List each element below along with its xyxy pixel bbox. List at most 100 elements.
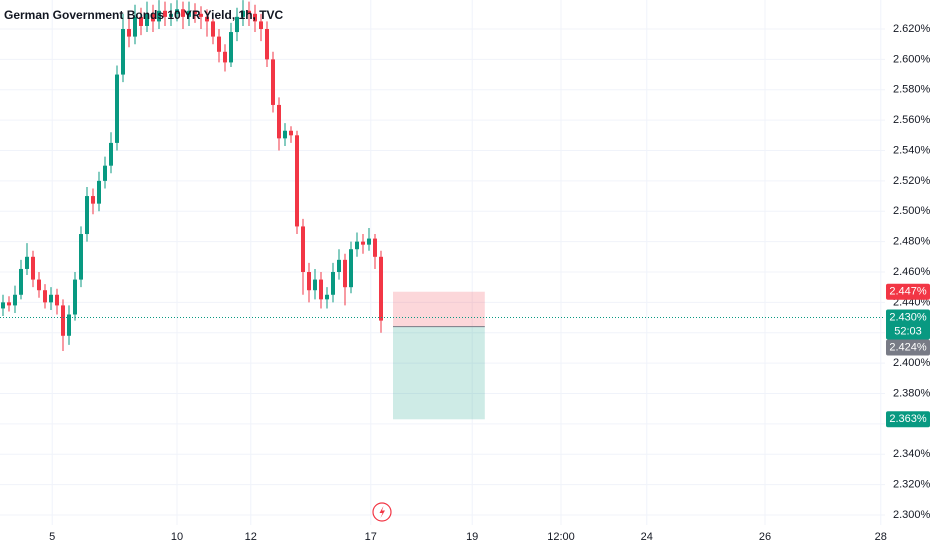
candle-body bbox=[145, 13, 149, 26]
candle-body bbox=[289, 130, 293, 136]
y-tick-label: 2.500% bbox=[893, 205, 931, 217]
x-tick-label: 26 bbox=[759, 531, 771, 543]
candle-body bbox=[19, 268, 23, 295]
candle-body bbox=[133, 16, 137, 37]
candle-body bbox=[223, 51, 227, 63]
candle-body bbox=[361, 241, 365, 245]
candle-body bbox=[169, 13, 173, 17]
target-zone bbox=[393, 326, 485, 420]
x-tick-label: 24 bbox=[641, 531, 653, 543]
candle-body bbox=[295, 135, 299, 227]
y-tick-label: 2.300% bbox=[893, 509, 931, 521]
candle-body bbox=[49, 294, 53, 303]
candle-body bbox=[25, 256, 29, 269]
candle-body bbox=[199, 13, 203, 17]
chart-title: German Government Bonds 10 YR Yield, 1h,… bbox=[4, 8, 284, 22]
candle-body bbox=[241, 10, 245, 17]
price-marker bbox=[886, 339, 930, 356]
candle-body bbox=[79, 234, 83, 280]
y-tick-label: 2.540% bbox=[893, 144, 931, 156]
candle-body bbox=[253, 13, 257, 22]
y-tick-label: 2.480% bbox=[893, 236, 931, 248]
candle-body bbox=[43, 290, 47, 303]
candle-body bbox=[313, 279, 317, 291]
candle-body bbox=[13, 294, 17, 306]
candle-body bbox=[1, 302, 5, 309]
price-marker bbox=[886, 283, 930, 300]
y-tick-label: 2.320% bbox=[893, 479, 931, 491]
price-marker bbox=[886, 309, 930, 340]
candle-body bbox=[139, 16, 143, 26]
axes: 2.300%2.320%2.340%2.360%2.380%2.400%2.42… bbox=[49, 23, 930, 543]
candle-body bbox=[187, 10, 191, 17]
candle-body bbox=[319, 279, 323, 300]
price-marker-label: 2.424% bbox=[889, 341, 927, 353]
y-tick-label: 2.520% bbox=[893, 175, 931, 187]
y-tick-label: 2.560% bbox=[893, 114, 931, 126]
x-tick-label: 12 bbox=[245, 531, 257, 543]
candle-body bbox=[7, 302, 11, 306]
candle-body bbox=[97, 180, 101, 204]
candle-body bbox=[115, 74, 119, 143]
candle-body bbox=[127, 29, 131, 37]
candle-body bbox=[259, 21, 263, 30]
candle-body bbox=[229, 32, 233, 63]
candle-body bbox=[271, 59, 275, 105]
x-tick-label: 10 bbox=[171, 531, 183, 543]
candle-body bbox=[73, 279, 77, 315]
x-tick-label: 12:00 bbox=[547, 531, 575, 543]
y-tick-label: 2.380% bbox=[893, 387, 931, 399]
plot bbox=[0, 0, 885, 420]
price-marker bbox=[886, 411, 930, 428]
candle-body bbox=[157, 10, 161, 22]
x-tick-label: 19 bbox=[466, 531, 478, 543]
countdown-label: 52:03 bbox=[894, 325, 922, 337]
y-tick-label: 2.340% bbox=[893, 448, 931, 460]
candle-body bbox=[301, 226, 305, 272]
candle-body bbox=[367, 238, 371, 245]
candle-body bbox=[355, 241, 359, 250]
candle-body bbox=[67, 314, 71, 336]
candle-body bbox=[205, 16, 209, 22]
price-marker-label: 2.447% bbox=[889, 286, 927, 298]
y-tick-label: 2.400% bbox=[893, 357, 931, 369]
candle-body bbox=[283, 130, 287, 139]
grid bbox=[0, 0, 885, 525]
candle-body bbox=[151, 13, 155, 22]
candle-body bbox=[37, 279, 41, 291]
candle-body bbox=[103, 165, 107, 181]
candle-body bbox=[337, 259, 341, 272]
y-tick-label: 2.600% bbox=[893, 53, 931, 65]
candle-body bbox=[85, 196, 89, 235]
candle-body bbox=[277, 104, 281, 139]
candle-body bbox=[379, 256, 383, 321]
x-tick-label: 17 bbox=[365, 531, 377, 543]
stop-zone bbox=[393, 291, 485, 327]
y-tick-label: 2.580% bbox=[893, 84, 931, 96]
candle-body bbox=[331, 271, 335, 295]
candle-body bbox=[235, 16, 239, 33]
candle-body bbox=[217, 36, 221, 52]
price-marker-label: 2.430% bbox=[889, 311, 927, 323]
lightning-icon bbox=[372, 502, 392, 522]
candle-body bbox=[373, 238, 377, 257]
candle-body bbox=[349, 249, 353, 288]
candle-body bbox=[163, 10, 167, 17]
candle-body bbox=[55, 294, 59, 306]
candle-body bbox=[91, 196, 95, 204]
x-tick-label: 28 bbox=[875, 531, 887, 543]
candle-body bbox=[31, 256, 35, 280]
candle-body bbox=[265, 29, 269, 60]
y-tick-label: 2.460% bbox=[893, 266, 931, 278]
candle-body bbox=[193, 10, 197, 14]
candle-body bbox=[61, 305, 65, 336]
candle-body bbox=[121, 29, 125, 75]
candle-body bbox=[247, 10, 251, 14]
candle-body bbox=[109, 142, 113, 166]
x-tick-label: 5 bbox=[49, 531, 55, 543]
candle-body bbox=[181, 9, 185, 17]
candle-body bbox=[343, 259, 347, 288]
candle-body bbox=[307, 271, 311, 291]
